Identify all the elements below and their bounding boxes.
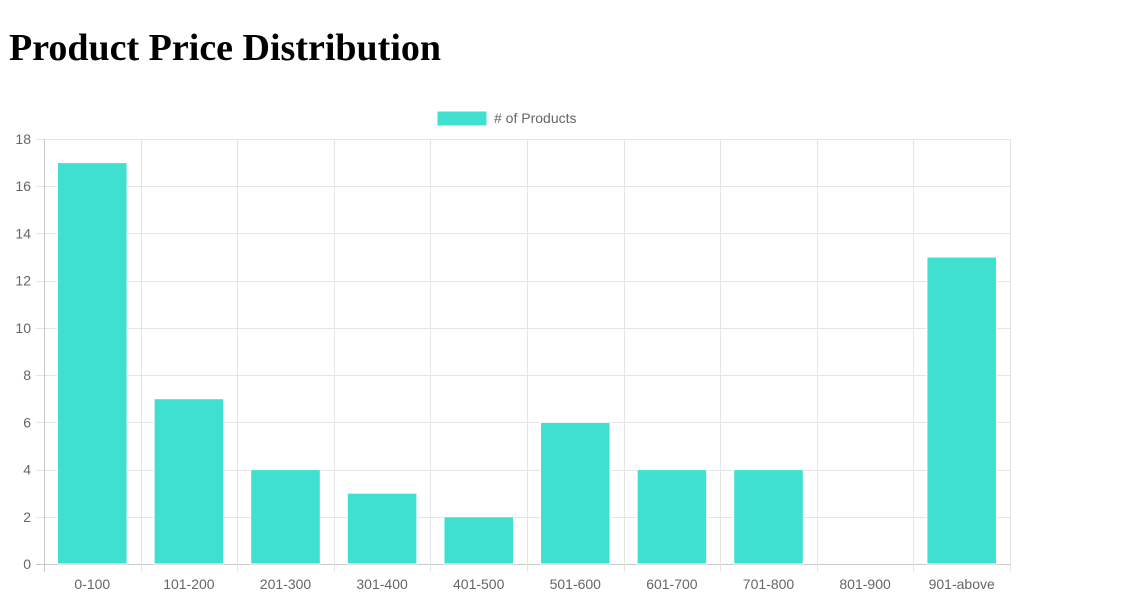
- x-tick-label: 301-400: [356, 576, 408, 592]
- y-tick-label: 18: [15, 131, 31, 147]
- x-tick-label: 401-500: [453, 576, 505, 592]
- bar-501-600[interactable]: [540, 421, 611, 565]
- x-tick-label: 201-300: [260, 576, 312, 592]
- x-tick-label: 701-800: [743, 576, 795, 592]
- bar-901-above[interactable]: [926, 256, 997, 565]
- y-axis-ticks: 0 2 4 6 8 10 12 14 16 18: [15, 131, 31, 572]
- bar-201-300[interactable]: [250, 469, 321, 565]
- y-tick-label: 12: [15, 273, 31, 289]
- x-tick-label: 601-700: [646, 576, 698, 592]
- legend[interactable]: # of Products: [436, 110, 577, 127]
- x-tick-label: 101-200: [163, 576, 215, 592]
- y-tick-label: 8: [23, 367, 31, 383]
- bar-401-500[interactable]: [443, 516, 514, 565]
- bar-601-700[interactable]: [636, 469, 708, 565]
- bar-101-200[interactable]: [153, 398, 225, 565]
- bar-301-400[interactable]: [346, 492, 418, 565]
- y-tick-label: 4: [23, 462, 31, 478]
- page-title: Product Price Distribution: [9, 27, 442, 69]
- y-tick-label: 10: [15, 320, 31, 336]
- x-axis-ticks: 0-100 101-200 201-300 301-400 401-500 501-600…: [74, 576, 995, 592]
- y-tick-label: 16: [15, 178, 31, 194]
- y-tick-label: 2: [23, 509, 31, 525]
- legend-label: # of Products: [494, 110, 577, 126]
- bar-701-800[interactable]: [733, 469, 804, 565]
- bar-0-100[interactable]: [57, 162, 128, 565]
- y-tick-label: 14: [15, 225, 31, 241]
- x-tick-label: 501-600: [550, 576, 602, 592]
- x-tick-label: 901-above: [929, 576, 995, 592]
- legend-swatch: [436, 110, 488, 127]
- x-tick-label: 0-100: [74, 576, 110, 592]
- x-tick-label: 801-900: [839, 576, 891, 592]
- y-tick-label: 6: [23, 414, 31, 430]
- y-tick-label: 0: [23, 556, 31, 572]
- bars: [57, 162, 997, 565]
